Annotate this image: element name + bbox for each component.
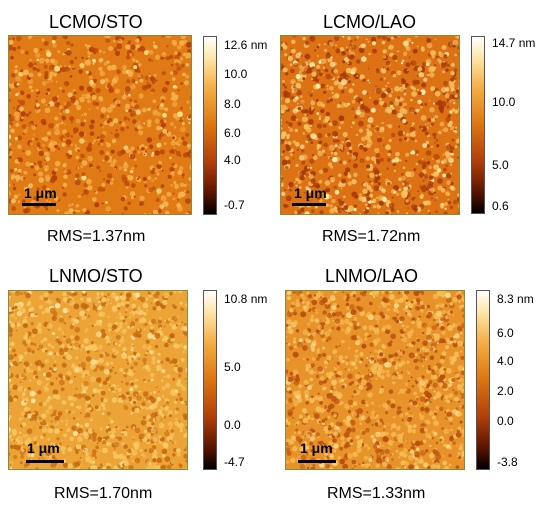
colorbar-tick: 6.0 — [224, 126, 241, 140]
afm-image — [285, 290, 465, 470]
colorbar-tick: 6.0 — [497, 326, 514, 340]
scale-bar — [22, 203, 56, 206]
colorbar — [476, 290, 490, 470]
panel-title: LNMO/LAO — [325, 266, 419, 286]
scale-bar-label: 1 μm — [294, 185, 327, 201]
scale-bar — [292, 203, 326, 206]
colorbar-tick: 0.0 — [497, 414, 514, 428]
colorbar — [203, 36, 217, 215]
afm-image — [280, 35, 460, 215]
rms-label: RMS=1.70nm — [54, 485, 153, 502]
rms-label: RMS=1.33nm — [327, 485, 426, 502]
colorbar-tick: 0.0 — [224, 418, 241, 432]
colorbar-max-label: 8.3 nm — [497, 292, 534, 306]
scale-bar-label: 1 μm — [24, 185, 57, 201]
colorbar-tick: 0.6 — [492, 199, 509, 213]
colorbar — [203, 290, 217, 470]
panel-title: LCMO/STO — [49, 12, 143, 32]
colorbar-tick: 4.0 — [224, 153, 241, 167]
colorbar-tick: 5.0 — [224, 360, 241, 374]
colorbar-tick: 10.0 — [224, 67, 248, 81]
panel-title: LCMO/LAO — [323, 12, 417, 32]
colorbar-max-label: 12.6 nm — [224, 38, 268, 52]
colorbar — [471, 36, 485, 214]
colorbar-tick: -3.8 — [497, 455, 518, 469]
colorbar-tick: -4.7 — [224, 455, 245, 469]
colorbar-max-label: 14.7 nm — [492, 36, 536, 50]
rms-label: RMS=1.37nm — [47, 228, 146, 245]
afm-image — [8, 290, 188, 470]
colorbar-max-label: 10.8 nm — [224, 292, 268, 306]
colorbar-tick: 2.0 — [497, 384, 514, 398]
colorbar-tick: 5.0 — [492, 158, 509, 172]
colorbar-tick: 10.0 — [492, 95, 516, 109]
scale-bar-label: 1 μm — [300, 440, 333, 456]
colorbar-tick: 4.0 — [497, 354, 514, 368]
colorbar-tick: 8.0 — [224, 97, 241, 111]
scale-bar-label: 1 μm — [27, 440, 60, 456]
afm-image — [8, 35, 192, 215]
panel-title: LNMO/STO — [49, 266, 143, 286]
colorbar-tick: -0.7 — [224, 198, 245, 212]
scale-bar — [26, 460, 64, 463]
rms-label: RMS=1.72nm — [322, 228, 421, 245]
scale-bar — [298, 460, 336, 463]
